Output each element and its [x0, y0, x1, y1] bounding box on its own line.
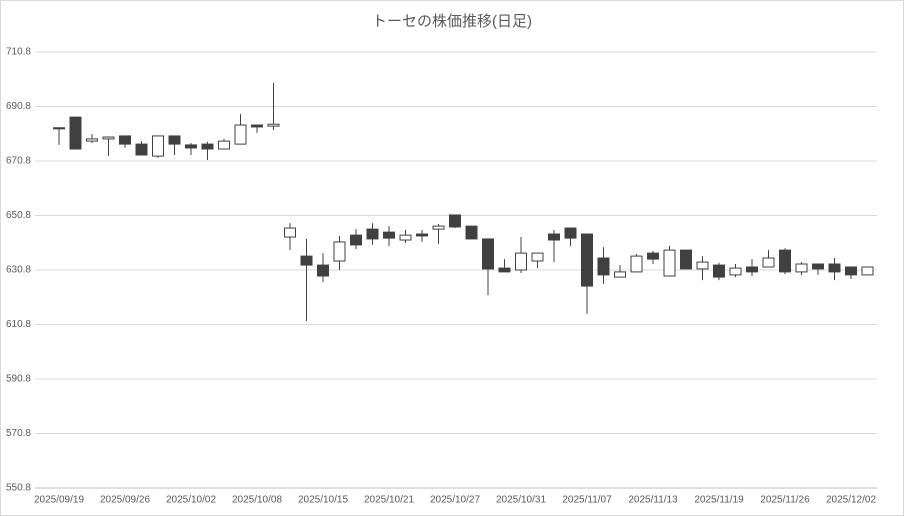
x-tick-label: 2025/11/07	[562, 495, 612, 506]
candle-body	[86, 138, 98, 142]
candle-body	[317, 264, 329, 277]
x-tick-label: 2025/11/19	[694, 495, 744, 506]
candle-body	[218, 140, 230, 150]
x-tick-label: 2025/10/27	[430, 495, 480, 506]
chart-title: トーセの株価推移(日足)	[372, 13, 532, 30]
x-tick-label: 2025/09/26	[100, 495, 150, 506]
x-tick-label: 2025/10/31	[496, 495, 546, 506]
candle-body	[152, 135, 164, 157]
x-tick-label: 2025/10/15	[298, 495, 348, 506]
y-tick-label: 670.8	[6, 156, 31, 167]
x-tick-label: 2025/11/26	[760, 495, 810, 506]
candle-body	[812, 263, 824, 270]
candle-body	[350, 234, 362, 246]
x-tick-label: 2025/10/08	[232, 495, 282, 506]
candle-body	[102, 136, 115, 140]
y-tick-label: 710.8	[6, 47, 31, 58]
y-tick-label: 590.8	[6, 374, 31, 385]
candle-body	[267, 123, 280, 127]
candle-body	[861, 266, 874, 276]
candle-body	[432, 225, 445, 230]
candle-body	[729, 267, 742, 276]
candle-body	[647, 252, 659, 260]
candle-body	[762, 257, 775, 268]
candle-body	[399, 234, 412, 241]
candle-body	[135, 143, 148, 156]
candle-body	[597, 257, 610, 276]
candle-body	[234, 124, 247, 145]
y-tick-label: 690.8	[6, 101, 31, 112]
candle-body	[630, 255, 643, 273]
candle-body	[696, 261, 709, 270]
candle-body	[482, 238, 494, 270]
candle-body	[185, 144, 197, 149]
candle-body	[284, 227, 296, 238]
x-tick-label: 2025/12/02	[826, 495, 876, 506]
candle-body	[779, 249, 791, 273]
candle-body	[564, 227, 577, 239]
y-tick-label: 630.8	[6, 265, 31, 276]
candle-body	[795, 263, 808, 273]
candle-body	[383, 231, 395, 239]
y-tick-label: 610.8	[6, 319, 31, 330]
candle-body	[498, 267, 511, 273]
candle-body	[828, 263, 841, 273]
y-tick-label: 650.8	[6, 210, 31, 221]
y-tick-label: 570.8	[6, 428, 31, 439]
candle-body	[845, 266, 857, 276]
candle-body	[201, 143, 214, 150]
candle-body	[465, 225, 478, 240]
candle-body	[581, 233, 593, 287]
candle-body	[416, 233, 428, 237]
candle-body	[680, 249, 692, 270]
candle-body	[515, 252, 527, 271]
candle-body	[713, 264, 725, 278]
y-tick-label: 550.8	[6, 483, 31, 494]
x-tick-label: 2025/11/13	[628, 495, 678, 506]
candle-body	[300, 255, 313, 266]
candle-body	[366, 228, 379, 240]
candle-body	[531, 252, 544, 262]
candle-body	[53, 127, 65, 130]
candle-body	[69, 116, 82, 150]
candle-body	[168, 135, 181, 145]
x-tick-label: 2025/10/02	[166, 495, 216, 506]
candle-body	[614, 271, 626, 278]
x-tick-label: 2025/10/21	[364, 495, 414, 506]
candle-body	[548, 233, 560, 241]
candle-body	[251, 124, 263, 128]
candle-body	[333, 241, 346, 262]
candle-body	[449, 214, 461, 228]
candle-body	[663, 249, 676, 277]
x-tick-label: 2025/09/19	[34, 495, 84, 506]
candle-body	[119, 135, 131, 145]
candle-body	[746, 266, 758, 273]
